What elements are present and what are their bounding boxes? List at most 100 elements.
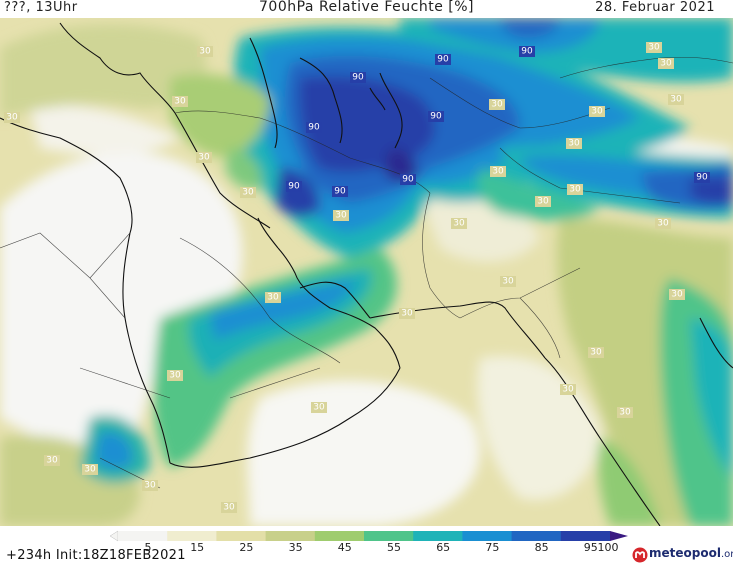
svg-text:30: 30 xyxy=(492,167,504,177)
colorbar-segment xyxy=(364,531,414,541)
contour-label: 30 xyxy=(668,94,684,105)
colorbar-tick-label: 45 xyxy=(337,541,352,554)
valid-date-label: 28. Februar 2021 xyxy=(595,0,715,15)
contour-label: 30 xyxy=(588,347,604,358)
contour-label: 30 xyxy=(333,210,349,221)
colorbar-tick-label: 95 xyxy=(583,541,598,554)
contour-label: 30 xyxy=(142,480,158,491)
svg-text:90: 90 xyxy=(402,175,414,185)
colorbar-tick-label: 65 xyxy=(436,541,451,554)
svg-text:30: 30 xyxy=(144,481,156,491)
contour-label: 30 xyxy=(655,218,671,229)
svg-text:30: 30 xyxy=(590,348,602,358)
colorbar-segment xyxy=(314,531,365,541)
svg-text:90: 90 xyxy=(288,182,300,192)
contour-label: 90 xyxy=(519,46,535,57)
humidity-field xyxy=(0,18,733,526)
meteopool-logo-icon xyxy=(632,547,648,563)
svg-text:30: 30 xyxy=(174,97,186,107)
colorbar-segment xyxy=(413,531,463,541)
svg-text:30: 30 xyxy=(537,197,549,207)
contour-label: 30 xyxy=(399,308,415,319)
svg-text:90: 90 xyxy=(352,73,364,83)
contour-label: 30 xyxy=(196,152,212,163)
colorbar-tick-label: 35 xyxy=(288,541,303,554)
humidity-map: 90 90 90 90 90 90 90 90 90 30 30 30 30 3… xyxy=(0,18,733,526)
header-bar: ???, 13Uhr 700hPa Relative Feuchte [%] 2… xyxy=(0,0,733,18)
svg-text:30: 30 xyxy=(313,403,325,413)
colorbar-segment xyxy=(560,531,611,541)
contour-label: 30 xyxy=(489,99,505,110)
contour-label: 30 xyxy=(589,106,605,117)
svg-text:30: 30 xyxy=(671,290,683,300)
coastlines xyxy=(0,22,733,526)
svg-text:30: 30 xyxy=(199,47,211,57)
contour-label: 90 xyxy=(435,54,451,65)
colorbar-segment xyxy=(511,531,562,541)
svg-text:30: 30 xyxy=(6,113,18,123)
contour-label: 30 xyxy=(500,276,516,287)
svg-text:30: 30 xyxy=(46,456,58,466)
contour-labels-30: 30 30 30 30 30 30 30 30 30 30 30 30 30 3… xyxy=(4,42,685,513)
svg-text:90: 90 xyxy=(521,47,533,57)
contour-label: 30 xyxy=(669,289,685,300)
colorbar-segment xyxy=(216,531,267,541)
contour-label: 90 xyxy=(400,174,416,185)
contour-label: 30 xyxy=(646,42,662,53)
svg-text:30: 30 xyxy=(591,107,603,117)
contour-label: 90 xyxy=(350,72,366,83)
colorbar-max-arrow xyxy=(610,531,628,541)
svg-text:30: 30 xyxy=(660,59,672,69)
svg-text:30: 30 xyxy=(619,408,631,418)
contour-label: 30 xyxy=(617,407,633,418)
colorbar xyxy=(110,530,628,542)
contour-label: 90 xyxy=(428,111,444,122)
contour-label: 30 xyxy=(4,112,20,123)
colorbar-segment xyxy=(265,531,316,541)
svg-text:30: 30 xyxy=(401,309,413,319)
svg-text:30: 30 xyxy=(335,211,347,221)
colorbar-segment xyxy=(118,531,168,541)
svg-text:30: 30 xyxy=(648,43,660,53)
svg-text:30: 30 xyxy=(169,371,181,381)
contour-label: 30 xyxy=(82,464,98,475)
contour-label: 90 xyxy=(306,122,322,133)
svg-text:30: 30 xyxy=(670,95,682,105)
colorbar-tick-label: 100 xyxy=(597,541,619,554)
contour-label: 90 xyxy=(332,186,348,197)
contour-label: 30 xyxy=(658,58,674,69)
colorbar-tick-label: 5 xyxy=(144,541,152,554)
brand-name: meteopool.org xyxy=(649,546,733,560)
contour-label: 30 xyxy=(221,502,237,513)
valid-time-label: ???, 13Uhr xyxy=(4,0,78,15)
contour-label: 30 xyxy=(44,455,60,466)
svg-text:30: 30 xyxy=(198,153,210,163)
colorbar-min-arrow xyxy=(110,530,119,542)
svg-text:90: 90 xyxy=(437,55,449,65)
svg-text:90: 90 xyxy=(334,187,346,197)
contour-label: 30 xyxy=(167,370,183,381)
contour-label: 90 xyxy=(286,181,302,192)
map-title: 700hPa Relative Feuchte [%] xyxy=(259,0,474,15)
svg-text:30: 30 xyxy=(502,277,514,287)
svg-text:30: 30 xyxy=(84,465,96,475)
legend-area: 5 15 25 35 45 55 65 75 85 95 100 +234h Init:18Z18F… xyxy=(0,526,733,566)
svg-text:30: 30 xyxy=(223,503,235,513)
colorbar-tick-label: 75 xyxy=(485,541,500,554)
contour-label: 30 xyxy=(240,187,256,198)
country-borders xyxy=(0,56,733,489)
contour-label: 30 xyxy=(265,292,281,303)
svg-text:30: 30 xyxy=(242,188,254,198)
svg-text:30: 30 xyxy=(568,139,580,149)
svg-text:30: 30 xyxy=(562,385,574,395)
contour-label: 30 xyxy=(566,138,582,149)
svg-text:30: 30 xyxy=(267,293,279,303)
colorbar-tick-label: 25 xyxy=(239,541,254,554)
svg-text:30: 30 xyxy=(453,219,465,229)
contour-label: 30 xyxy=(490,166,506,177)
colorbar-segment xyxy=(462,531,513,541)
svg-text:30: 30 xyxy=(491,100,503,110)
contour-label: 30 xyxy=(197,46,213,57)
colorbar-tick-label: 15 xyxy=(190,541,205,554)
contour-label: 30 xyxy=(535,196,551,207)
